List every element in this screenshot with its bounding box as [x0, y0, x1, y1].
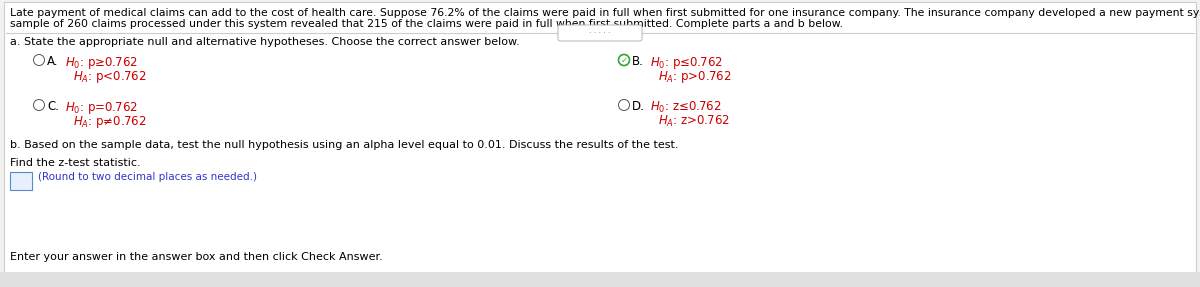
Text: Late payment of medical claims can add to the cost of health care. Suppose 76.2%: Late payment of medical claims can add t… [10, 8, 1200, 18]
Text: sample of 260 claims processed under this system revealed that 215 of the claims: sample of 260 claims processed under thi… [10, 19, 842, 29]
Text: (Round to two decimal places as needed.): (Round to two decimal places as needed.) [38, 172, 257, 182]
FancyBboxPatch shape [10, 172, 32, 190]
Text: C.: C. [47, 100, 59, 113]
Text: $H_A$: z>0.762: $H_A$: z>0.762 [658, 114, 730, 129]
Text: a. State the appropriate null and alternative hypotheses. Choose the correct ans: a. State the appropriate null and altern… [10, 37, 520, 47]
FancyBboxPatch shape [4, 2, 1196, 285]
Text: A.: A. [47, 55, 59, 68]
Circle shape [618, 55, 630, 65]
Text: $H_A$: p<0.762: $H_A$: p<0.762 [73, 69, 146, 85]
Text: $H_0$: p≤0.762: $H_0$: p≤0.762 [650, 55, 724, 71]
Circle shape [618, 100, 630, 110]
Text: $H_A$: p>0.762: $H_A$: p>0.762 [658, 69, 732, 85]
Text: b. Based on the sample data, test the null hypothesis using an alpha level equal: b. Based on the sample data, test the nu… [10, 140, 678, 150]
Text: Find the z-test statistic.: Find the z-test statistic. [10, 158, 140, 168]
Text: Enter your answer in the answer box and then click Check Answer.: Enter your answer in the answer box and … [10, 252, 383, 262]
Text: ✓: ✓ [620, 55, 628, 65]
Text: $H_0$: p=0.762: $H_0$: p=0.762 [65, 100, 138, 116]
Text: $H_0$: p≥0.762: $H_0$: p≥0.762 [65, 55, 138, 71]
Circle shape [618, 55, 630, 65]
FancyBboxPatch shape [558, 25, 642, 41]
Text: $H_A$: p≠0.762: $H_A$: p≠0.762 [73, 114, 146, 130]
FancyBboxPatch shape [0, 272, 1200, 287]
Text: D.: D. [632, 100, 644, 113]
Text: B.: B. [632, 55, 644, 68]
Text: $H_0$: z≤0.762: $H_0$: z≤0.762 [650, 100, 721, 115]
Text: · · · · ·: · · · · · [589, 28, 611, 38]
Circle shape [34, 100, 44, 110]
Circle shape [34, 55, 44, 65]
